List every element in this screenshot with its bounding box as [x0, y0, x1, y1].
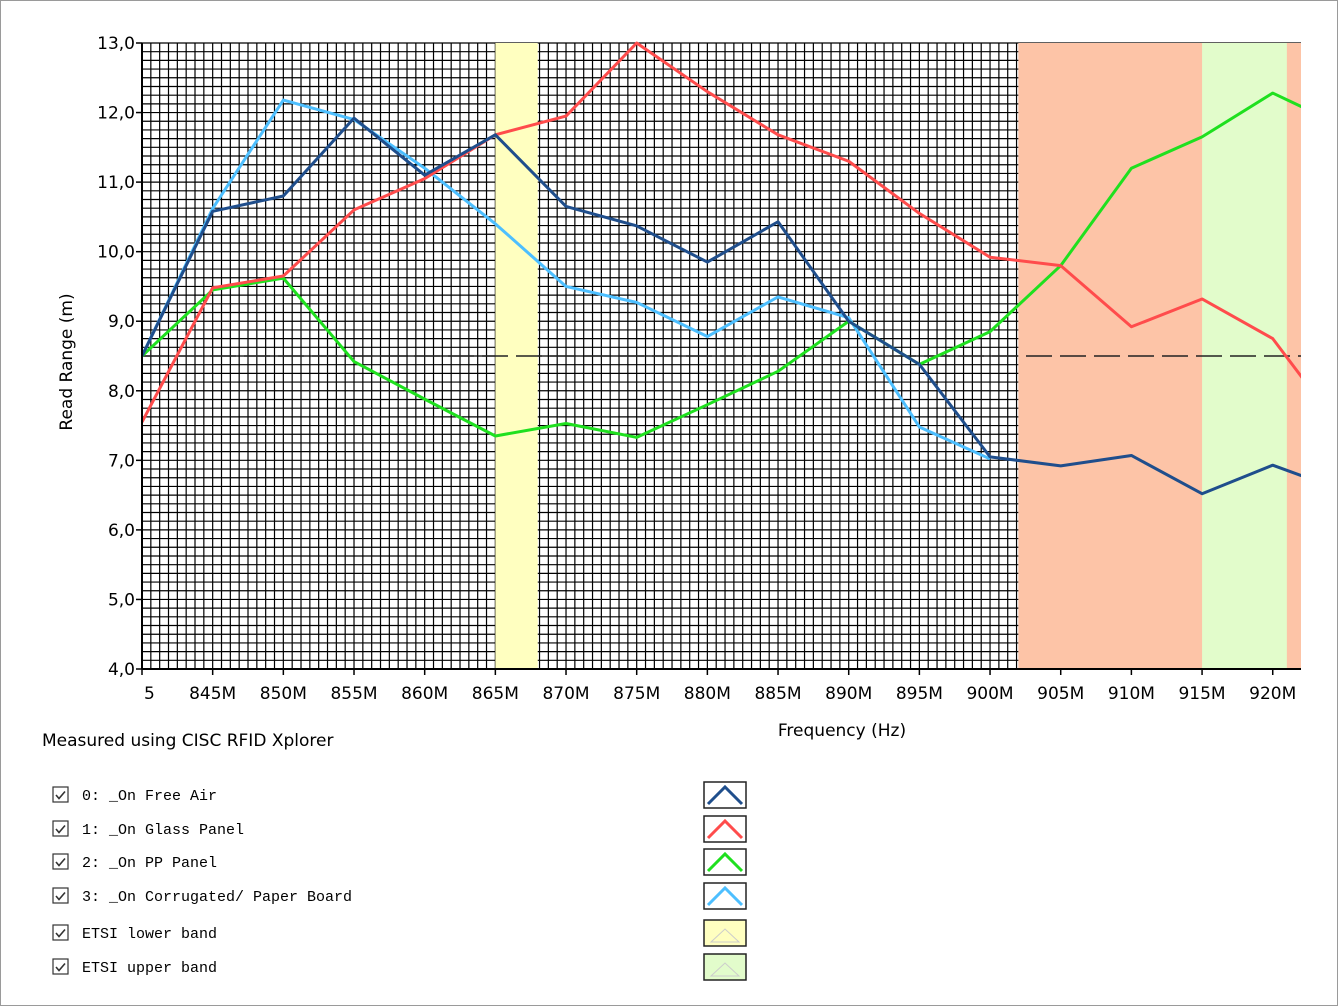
checkmark	[55, 962, 66, 972]
checkbox[interactable]	[52, 820, 69, 837]
x-tick-label: 860M	[401, 684, 448, 704]
legend-swatch	[709, 962, 741, 977]
checkmark	[55, 790, 66, 800]
series-line	[142, 41, 1301, 423]
footnote: Measured using CISC RFID Xplorer	[42, 731, 333, 751]
y-tick-label: 6,0	[108, 521, 135, 541]
y-tick-label: 12,0	[97, 104, 135, 124]
legend-swatch	[706, 885, 744, 907]
legend-swatch	[706, 784, 744, 806]
checkmark	[55, 928, 66, 938]
x-tick-label: 910M	[1108, 684, 1155, 704]
y-tick-label: 9,0	[108, 312, 135, 332]
legend-label: ETSI upper band	[82, 960, 217, 977]
y-tick-label: 13,0	[97, 34, 135, 54]
x-tick-label: 900M	[966, 684, 1013, 704]
legend: 0: _On Free Air 1: _On Glass Panel 2: _On …	[52, 781, 747, 981]
x-axis-label: Frequency (Hz)	[778, 721, 906, 741]
series-line	[142, 116, 1301, 496]
legend-label: ETSI lower band	[82, 926, 217, 943]
checkmark	[55, 857, 66, 867]
legend-item: 0: _On Free Air	[52, 781, 747, 809]
legend-swatch-box	[703, 882, 747, 910]
checkmark	[55, 891, 66, 901]
legend-label: 2: _On PP Panel	[82, 855, 217, 872]
checkbox[interactable]	[52, 924, 69, 941]
series-line	[142, 91, 1301, 439]
plot-area	[142, 41, 1301, 670]
x-tick-label: 875M	[613, 684, 660, 704]
x-tick-label: 850M	[260, 684, 307, 704]
x-tick-label: 890M	[825, 684, 872, 704]
checkbox[interactable]	[52, 887, 69, 904]
legend-item: ETSI lower band	[52, 919, 747, 947]
legend-item: 3: _On Corrugated/ Paper Board	[52, 882, 747, 910]
x-tick-label: 905M	[1037, 684, 1084, 704]
x-tick-label: 895M	[896, 684, 943, 704]
x-tick-label: 920M	[1249, 684, 1296, 704]
legend-item: 1: _On Glass Panel	[52, 815, 747, 843]
x-tick-label: 845M	[189, 684, 236, 704]
legend-swatch-box	[703, 848, 747, 876]
checkbox[interactable]	[52, 853, 69, 870]
y-tick-label: 5,0	[108, 590, 135, 610]
y-tick-label: 11,0	[97, 173, 135, 193]
x-tick-label: 855M	[330, 684, 377, 704]
legend-label: 0: _On Free Air	[82, 788, 217, 805]
legend-swatch	[706, 851, 744, 873]
legend-item: ETSI upper band	[52, 953, 747, 981]
y-tick-label: 4,0	[108, 660, 135, 680]
x-tick-label: 5	[144, 684, 155, 704]
series-line	[142, 98, 991, 461]
x-tick-label: 870M	[542, 684, 589, 704]
legend-label: 3: _On Corrugated/ Paper Board	[82, 889, 352, 906]
legend-item: 2: _On PP Panel	[52, 848, 747, 876]
legend-swatch	[709, 928, 741, 943]
y-axis-label: Read Range (m)	[57, 293, 77, 430]
x-tick-label: 880M	[684, 684, 731, 704]
y-tick-label: 7,0	[108, 451, 135, 471]
y-tick-label: 10,0	[97, 243, 135, 263]
x-tick-label: 865M	[472, 684, 519, 704]
checkbox[interactable]	[52, 786, 69, 803]
legend-swatch	[706, 818, 744, 840]
axes: 4,0 5,0 6,0 7,0 8,0 9,0 10,0 11,0 12,0 13,0 5 845M 8…	[97, 34, 1301, 704]
y-tick-label: 8,0	[108, 382, 135, 402]
checkbox[interactable]	[52, 958, 69, 975]
x-tick-label: 885M	[754, 684, 801, 704]
legend-label: 1: _On Glass Panel	[82, 822, 244, 839]
x-tick-label: 915M	[1178, 684, 1225, 704]
checkmark	[55, 824, 66, 834]
